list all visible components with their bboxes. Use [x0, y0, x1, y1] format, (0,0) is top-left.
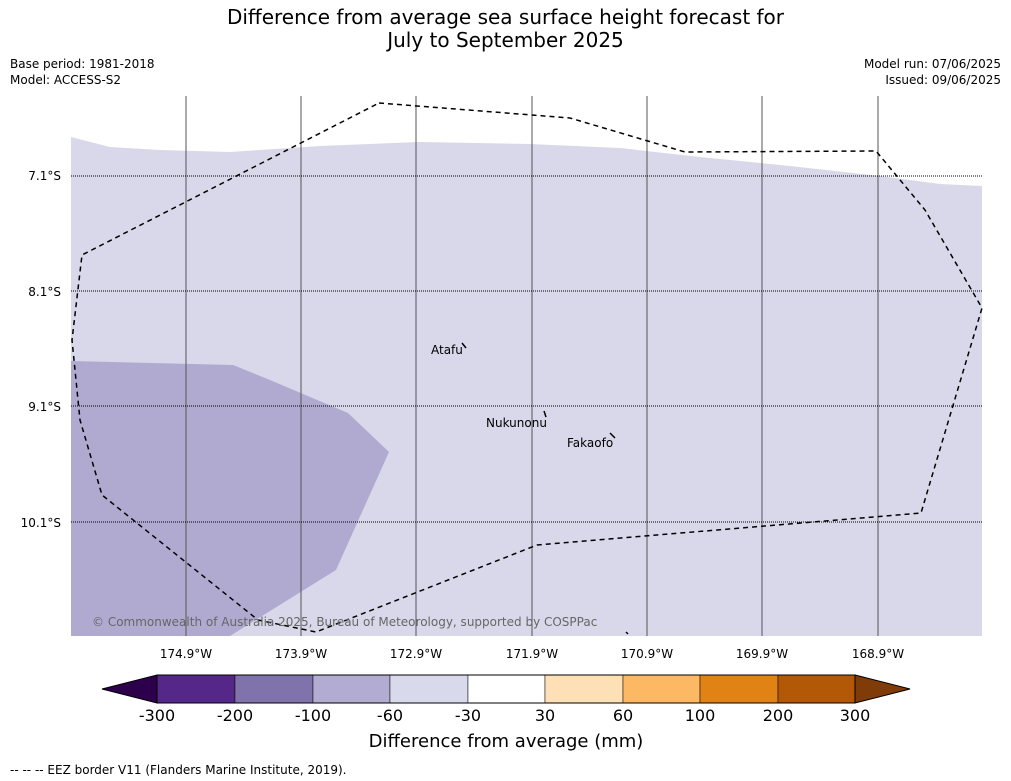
model-run-text: Model run: 07/06/2025 [863, 57, 1001, 71]
island-markers [461, 342, 629, 635]
sea-height-field-mid [71, 361, 389, 636]
lat-label: 8.1°S [28, 285, 61, 299]
colorbar-bin [699, 674, 779, 704]
colorbar-tick: 30 [535, 706, 555, 725]
colorbar-bin [622, 674, 701, 704]
title-line-1: Difference from average sea surface heig… [226, 5, 785, 29]
lon-label: 172.9°W [390, 647, 442, 661]
lon-label: 171.9°W [506, 647, 558, 661]
colorbar-tick: -100 [295, 706, 331, 725]
colorbar-bin [777, 674, 856, 704]
place-label-atafu: Atafu [431, 343, 463, 357]
colorbar-tick: -60 [377, 706, 403, 725]
lat-label: 10.1°S [21, 516, 61, 530]
lon-label: 173.9°W [275, 647, 327, 661]
issued-text: Issued: 09/06/2025 [885, 73, 1001, 87]
place-label-fakaofo: Fakaofo [567, 436, 613, 450]
lon-label: 174.9°W [160, 647, 212, 661]
swains-island-shape [625, 631, 629, 635]
longitude-labels: 174.9°W 173.9°W 172.9°W 171.9°W 170.9°W … [160, 647, 904, 661]
base-period-text: Base period: 1981-2018 [10, 57, 155, 71]
colorbar-tick: 100 [685, 706, 716, 725]
colorbar-bin [467, 674, 546, 704]
lon-label: 169.9°W [736, 647, 788, 661]
colorbar-title: Difference from average (mm) [369, 731, 644, 752]
colorbar-bin [389, 674, 469, 704]
colorbar-tick: -200 [217, 706, 253, 725]
colorbar-bin [234, 674, 314, 704]
lon-label: 170.9°W [621, 647, 673, 661]
lon-label: 168.9°W [852, 647, 904, 661]
colorbar: -300 -200 -100 -60 -30 30 60 100 200 300… [101, 674, 911, 752]
colorbar-tick: 300 [840, 706, 871, 725]
copyright-text: © Commonwealth of Australia 2025, Bureau… [92, 615, 597, 629]
fakaofo-island-shape [609, 432, 616, 439]
place-label-nukunonu: Nukunonu [486, 416, 547, 430]
colorbar-tick: 200 [763, 706, 794, 725]
colorbar-bin [544, 674, 624, 704]
colorbar-bin [156, 674, 236, 704]
title-line-2: July to September 2025 [387, 28, 624, 52]
lat-label: 9.1°S [28, 400, 61, 414]
colorbar-bin [312, 674, 391, 704]
atafu-island-shape [461, 342, 467, 349]
longitude-gridlines [185, 96, 879, 636]
eez-border [71, 102, 983, 633]
nukunonu-island-shape [543, 410, 547, 418]
colorbar-extend-low [101, 674, 158, 704]
colorbar-extend-high [854, 674, 911, 704]
eez-legend-text: -- -- -- EEZ border V11 (Flanders Marine… [10, 763, 347, 777]
latitude-labels: 7.1°S 8.1°S 9.1°S 10.1°S [21, 169, 61, 530]
colorbar-tick: -30 [455, 706, 481, 725]
colorbar-tick: -300 [139, 706, 175, 725]
lat-label: 7.1°S [28, 169, 61, 183]
colorbar-tick: 60 [613, 706, 633, 725]
model-text: Model: ACCESS-S2 [10, 73, 122, 87]
